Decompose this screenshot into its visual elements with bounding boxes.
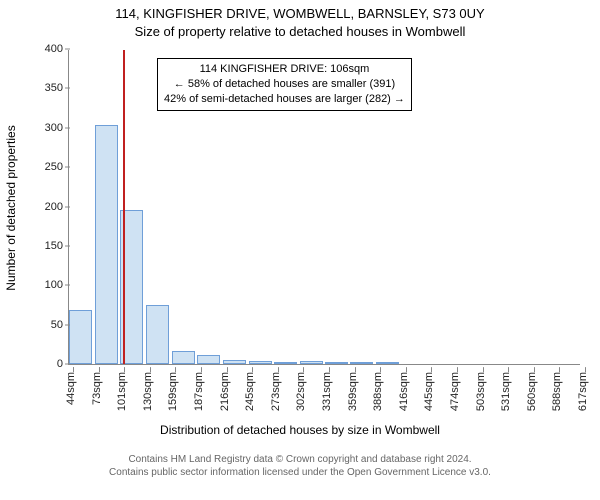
x-tick: 474sqm [449, 372, 461, 411]
y-axis-label: Number of detached properties [4, 125, 18, 290]
x-tick: 445sqm [423, 372, 435, 411]
property-size-marker [123, 50, 125, 364]
y-tick: 50 [51, 319, 69, 331]
histogram-bar [197, 355, 220, 364]
plot-area: 114 KINGFISHER DRIVE: 106sqm ← 58% of de… [68, 50, 580, 365]
x-tick: 159sqm [167, 372, 179, 411]
x-tick: 359sqm [347, 372, 359, 411]
histogram-bar [95, 125, 118, 364]
y-tick: 350 [45, 82, 69, 94]
histogram-bar [350, 362, 373, 364]
y-tick: 300 [45, 122, 69, 134]
y-tick: 250 [45, 161, 69, 173]
x-tick: 187sqm [193, 372, 205, 411]
histogram-bar [146, 305, 169, 364]
x-tick: 416sqm [398, 372, 410, 411]
x-tick: 388sqm [372, 372, 384, 411]
footer-line-1: Contains HM Land Registry data © Crown c… [0, 453, 600, 466]
footer-line-2: Contains public sector information licen… [0, 466, 600, 479]
figure-footer: Contains HM Land Registry data © Crown c… [0, 453, 600, 479]
x-tick: 130sqm [142, 372, 154, 411]
infobox-line-3: 42% of semi-detached houses are larger (… [164, 92, 405, 107]
infobox-line-2: ← 58% of detached houses are smaller (39… [164, 77, 405, 92]
x-tick: 216sqm [219, 372, 231, 411]
x-tick: 560sqm [526, 372, 538, 411]
x-tick: 588sqm [551, 372, 563, 411]
x-tick: 245sqm [244, 372, 256, 411]
x-tick: 503sqm [475, 372, 487, 411]
x-tick: 302sqm [295, 372, 307, 411]
x-tick: 273sqm [270, 372, 282, 411]
histogram-bar [69, 310, 92, 364]
chart-subtitle: Size of property relative to detached ho… [0, 24, 600, 39]
x-axis-label: Distribution of detached houses by size … [0, 423, 600, 437]
y-tick: 400 [45, 43, 69, 55]
histogram-bar [223, 360, 246, 364]
x-tick: 44sqm [65, 372, 77, 405]
infobox-line-1: 114 KINGFISHER DRIVE: 106sqm [164, 62, 405, 77]
y-tick: 100 [45, 279, 69, 291]
x-tick: 331sqm [321, 372, 333, 411]
histogram-bar [249, 361, 272, 364]
histogram-bar [325, 362, 348, 364]
histogram-bar [274, 362, 297, 364]
y-tick: 150 [45, 240, 69, 252]
histogram-bar [172, 351, 195, 364]
y-tick: 0 [57, 358, 69, 370]
x-tick: 73sqm [91, 372, 103, 405]
x-tick: 101sqm [116, 372, 128, 411]
x-tick: 617sqm [577, 372, 589, 411]
x-tick: 531sqm [500, 372, 512, 411]
histogram-bar [300, 361, 323, 364]
chart-title: 114, KINGFISHER DRIVE, WOMBWELL, BARNSLE… [0, 6, 600, 21]
property-info-box: 114 KINGFISHER DRIVE: 106sqm ← 58% of de… [157, 58, 412, 111]
y-tick: 200 [45, 201, 69, 213]
histogram-bar [376, 362, 399, 364]
figure: 114, KINGFISHER DRIVE, WOMBWELL, BARNSLE… [0, 0, 600, 500]
